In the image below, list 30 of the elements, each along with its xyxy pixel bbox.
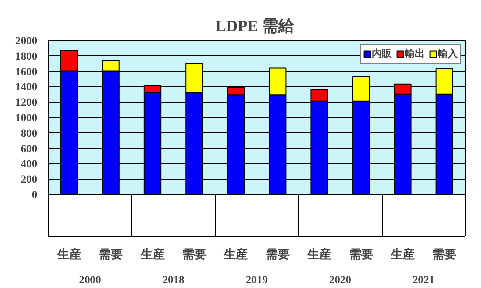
y-tick-label: 1400 [16,82,38,94]
text: 2021 [412,274,435,286]
x-tick-label: 需要 [432,248,457,262]
y-tick-label: 400 [21,158,38,171]
y-tick-label: 200 [21,174,38,186]
x-tick-label: 生産 [140,248,165,262]
y-tick-label: 1600 [16,66,38,78]
x-tick-label: 需要 [349,248,374,262]
legend-label: 内販 [372,48,392,61]
y-tick-label: 1200 [16,97,38,110]
text: 2000 [79,274,102,286]
chart-title: LDPE 需給 [216,18,296,36]
text: 2019 [246,274,268,286]
y-tick-label: 600 [21,143,38,156]
x-tick-label: 生産 [223,248,248,262]
x-tick-label: 需要 [99,248,124,262]
y-tick-label: 2000 [16,36,38,48]
y-tick-label: 0 [32,190,38,202]
x-tick-label: 生産 [306,248,332,262]
text: 2020 [329,274,352,286]
y-tick-label: 1000 [16,112,38,124]
y-tick-label: 1800 [16,50,38,63]
x-tick-label: 需要 [266,248,290,262]
x-tick-label: 生産 [56,248,82,262]
x-tick-label: 生産 [390,248,415,262]
legend-label: 輸入 [438,48,458,61]
text: 2018 [162,274,186,286]
legend-label: 輸出 [405,48,425,61]
y-tick-label: 800 [21,128,38,140]
x-tick-label: 需要 [182,248,206,262]
